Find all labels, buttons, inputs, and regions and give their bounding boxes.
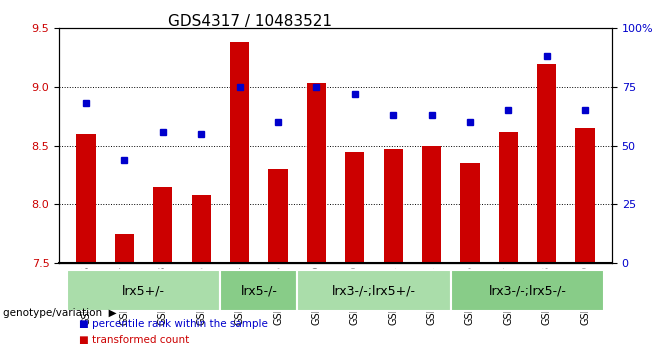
FancyBboxPatch shape [67,270,220,311]
Text: GDS4317 / 10483521: GDS4317 / 10483521 [168,14,332,29]
FancyBboxPatch shape [220,270,297,311]
Bar [268,169,288,263]
Text: lrx5+/-: lrx5+/- [122,284,165,297]
Text: lrx5-/-: lrx5-/- [240,284,277,297]
Text: ■ percentile rank within the sample: ■ percentile rank within the sample [79,319,268,329]
Bar [230,42,249,263]
Bar [345,152,365,263]
Bar [461,163,480,263]
Bar [576,128,595,263]
Bar [307,84,326,263]
Text: lrx3-/-;lrx5+/-: lrx3-/-;lrx5+/- [332,284,416,297]
Bar [537,63,556,263]
Text: genotype/variation  ▶: genotype/variation ▶ [3,308,117,318]
FancyBboxPatch shape [297,270,451,311]
Bar [153,187,172,263]
FancyBboxPatch shape [451,270,604,311]
Bar [191,195,211,263]
Bar [76,134,95,263]
Text: ■ transformed count: ■ transformed count [79,335,190,345]
Bar [115,234,134,263]
Bar [384,149,403,263]
Bar [499,132,518,263]
Text: lrx3-/-;lrx5-/-: lrx3-/-;lrx5-/- [488,284,567,297]
Bar [422,145,441,263]
